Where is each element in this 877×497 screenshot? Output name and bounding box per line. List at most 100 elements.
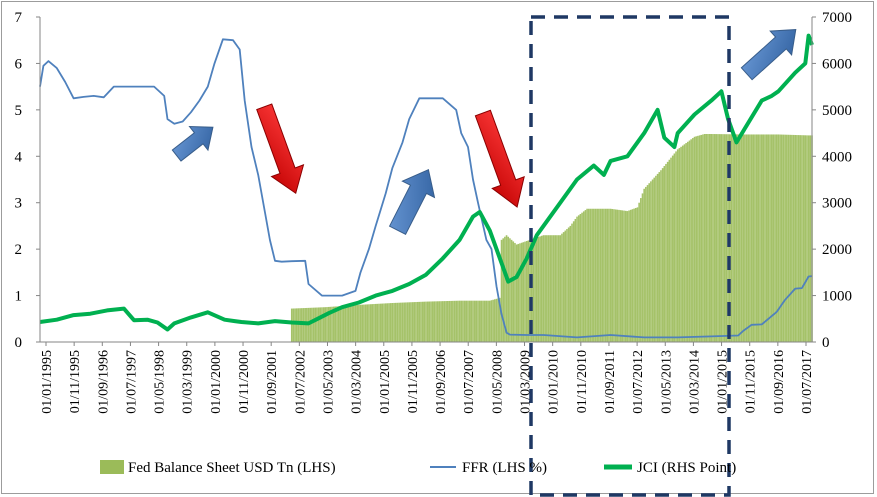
- fed-balance-bar: [708, 134, 711, 342]
- fed-balance-bar: [707, 134, 709, 342]
- fed-balance-bar: [683, 144, 686, 342]
- fed-balance-bar: [309, 307, 311, 342]
- fed-balance-bar: [450, 300, 452, 342]
- fed-balance-bar: [673, 153, 676, 342]
- fed-balance-bar: [638, 202, 640, 342]
- y-right-tick-label: 3000: [822, 196, 852, 212]
- fed-balance-bar: [483, 300, 486, 342]
- fed-balance-bar: [324, 307, 327, 342]
- fed-balance-bar: [532, 238, 535, 342]
- fed-balance-bar: [594, 208, 597, 342]
- x-tick-label: 01/01/2000: [209, 350, 224, 414]
- fed-balance-bar: [460, 300, 463, 342]
- fed-balance-bar: [802, 135, 805, 342]
- fed-balance-bar: [571, 223, 573, 342]
- fed-balance-bar: [391, 303, 394, 342]
- y-left-tick-label: 5: [15, 103, 23, 119]
- fed-balance-bar: [720, 134, 723, 342]
- fed-balance-bar: [572, 221, 575, 342]
- fed-balance-bar: [619, 210, 622, 342]
- qe-period-dashed-box: [529, 15, 731, 497]
- fed-balance-bar: [576, 216, 578, 342]
- fed-balance-bar: [519, 243, 521, 342]
- fed-balance-bar: [599, 208, 602, 342]
- fed-balance-bar: [438, 301, 441, 342]
- x-tick-label: 01/03/2009: [519, 350, 534, 414]
- fed-balance-bar: [772, 134, 775, 342]
- fed-balance-bar: [297, 308, 300, 342]
- fed-balance-bar: [603, 208, 605, 342]
- x-tick-label: 01/05/2003: [321, 350, 336, 414]
- fed-balance-bar: [510, 239, 513, 342]
- fed-balance-bar: [453, 300, 456, 342]
- fed-balance-bar: [507, 236, 510, 342]
- y-left-tick-label: 2: [15, 242, 23, 258]
- fed-balance-bar: [752, 134, 755, 342]
- fed-balance-bar: [327, 306, 330, 342]
- fed-balance-bar: [621, 210, 624, 342]
- fed-balance-bar: [337, 306, 340, 342]
- fed-balance-bar: [601, 208, 604, 342]
- fed-balance-bar: [470, 300, 473, 342]
- fed-balance-bar: [473, 300, 476, 342]
- fed-balance-bar: [653, 177, 656, 342]
- fed-balance-bar: [634, 207, 637, 342]
- fed-balance-bar: [784, 134, 786, 342]
- fed-balance-bar: [384, 303, 387, 342]
- fed-balance-bar: [658, 172, 661, 342]
- fed-balance-bar: [378, 303, 380, 342]
- fed-balance-bar: [567, 227, 570, 342]
- x-tick-label: 01/07/2002: [293, 350, 308, 414]
- fed-balance-bar: [393, 302, 395, 342]
- y-right-tick-label: 1000: [822, 289, 852, 305]
- fed-balance-bar: [698, 135, 701, 342]
- fed-balance-bar: [465, 300, 468, 342]
- fed-balance-bar: [517, 243, 520, 342]
- fed-balance-bar: [295, 308, 298, 342]
- fed-balance-bar: [770, 134, 773, 342]
- fed-balance-bar: [416, 301, 419, 342]
- fed-balance-bar: [359, 304, 362, 342]
- fed-balance-bar: [525, 241, 528, 342]
- fed-balance-bar: [740, 134, 743, 342]
- ffr-line: [39, 38, 813, 339]
- fed-balance-bar: [606, 208, 609, 342]
- fed-balance-bar: [745, 134, 748, 342]
- fed-balance-bar: [316, 307, 318, 342]
- fed-balance-bar: [665, 163, 667, 342]
- fed-balance-bar: [542, 235, 545, 342]
- fed-balance-bar: [794, 134, 797, 342]
- series-lines: [39, 33, 814, 339]
- fed-balance-bar: [418, 301, 421, 342]
- fed-balance-bar: [363, 304, 365, 342]
- legend-label-jci: JCI (RHS Point): [637, 460, 736, 476]
- fed-balance-bar: [294, 308, 296, 342]
- fed-balance-bar: [462, 300, 464, 342]
- fed-balance-bar: [472, 300, 474, 342]
- x-tick-label: 01/05/2008: [490, 350, 505, 414]
- fed-balance-bar: [386, 303, 389, 342]
- fed-balance-bar: [371, 304, 374, 342]
- fed-balance-bar: [725, 134, 728, 342]
- x-tick-label: 01/01/1995: [40, 350, 55, 414]
- y-axis-right-ticks: 0 1000 2000 3000 4000 5000 6000 7000: [812, 10, 852, 351]
- fed-balance-bar: [488, 300, 491, 342]
- fed-balance-bar: [495, 298, 498, 342]
- fed-balance-bar: [581, 212, 583, 342]
- fed-balance-bar: [499, 297, 501, 342]
- fed-balance-bar: [671, 155, 674, 342]
- arrow-up-2005-icon: [388, 169, 436, 236]
- x-tick-label: 01/09/2001: [265, 350, 280, 414]
- fed-balance-bar: [502, 238, 504, 342]
- fed-balance-bar: [509, 238, 511, 342]
- fed-balance-bar: [477, 300, 479, 342]
- fed-balance-bar: [410, 302, 412, 342]
- fed-balance-bar: [624, 210, 627, 342]
- fed-balance-bar: [734, 134, 736, 342]
- fed-balance-bar: [348, 305, 350, 342]
- fed-balance-bar: [551, 235, 553, 342]
- fed-balance-bar: [326, 307, 328, 342]
- fed-balance-bar: [806, 135, 808, 342]
- fed-balance-bar: [687, 141, 689, 342]
- x-tick-label: 01/11/2010: [575, 350, 590, 413]
